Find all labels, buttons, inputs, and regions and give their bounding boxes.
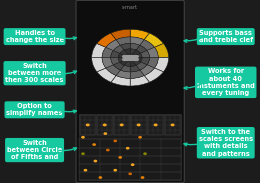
Wedge shape — [124, 61, 130, 66]
Wedge shape — [97, 33, 116, 47]
Wedge shape — [130, 29, 149, 40]
Wedge shape — [113, 62, 124, 70]
Circle shape — [138, 136, 142, 139]
FancyBboxPatch shape — [165, 115, 180, 135]
Wedge shape — [147, 47, 158, 58]
Wedge shape — [111, 76, 130, 86]
Wedge shape — [97, 68, 116, 82]
Text: s·mart: s·mart — [122, 5, 138, 10]
Circle shape — [171, 124, 174, 126]
Wedge shape — [135, 58, 142, 62]
Circle shape — [125, 53, 136, 62]
Wedge shape — [130, 76, 149, 86]
Wedge shape — [111, 51, 120, 58]
Circle shape — [118, 156, 122, 159]
Wedge shape — [130, 43, 140, 50]
Wedge shape — [140, 40, 154, 51]
Wedge shape — [130, 37, 144, 45]
Wedge shape — [135, 53, 142, 58]
Wedge shape — [144, 68, 164, 82]
Wedge shape — [120, 60, 127, 65]
Wedge shape — [106, 40, 120, 51]
Circle shape — [103, 132, 107, 135]
Wedge shape — [113, 45, 124, 53]
Wedge shape — [147, 58, 158, 68]
FancyBboxPatch shape — [148, 115, 164, 135]
FancyBboxPatch shape — [79, 114, 181, 180]
Text: Handles to
change the size: Handles to change the size — [5, 30, 64, 43]
Circle shape — [128, 172, 132, 175]
Wedge shape — [116, 37, 130, 45]
Circle shape — [86, 124, 90, 126]
Wedge shape — [154, 43, 169, 58]
FancyBboxPatch shape — [114, 115, 130, 135]
Wedge shape — [130, 49, 136, 54]
Wedge shape — [130, 65, 140, 72]
FancyBboxPatch shape — [76, 0, 184, 183]
Circle shape — [131, 163, 134, 166]
Wedge shape — [120, 65, 130, 72]
Circle shape — [81, 136, 85, 139]
Wedge shape — [144, 33, 164, 47]
Wedge shape — [111, 29, 130, 40]
Circle shape — [84, 169, 87, 172]
Circle shape — [126, 147, 129, 150]
Text: Supports bass
and treble clef: Supports bass and treble clef — [199, 30, 253, 43]
Wedge shape — [140, 65, 154, 76]
Circle shape — [154, 124, 158, 126]
Circle shape — [81, 152, 85, 155]
Wedge shape — [102, 58, 113, 68]
Circle shape — [103, 124, 107, 126]
Circle shape — [92, 143, 96, 146]
Wedge shape — [124, 49, 130, 54]
Circle shape — [113, 139, 117, 142]
Wedge shape — [133, 50, 140, 56]
Wedge shape — [130, 61, 136, 66]
Wedge shape — [92, 43, 106, 58]
Text: Works for
about 40
instuments and
every tuning: Works for about 40 instuments and every … — [197, 68, 255, 96]
Text: Option to
simplify names: Option to simplify names — [6, 103, 63, 116]
Wedge shape — [140, 51, 150, 58]
Text: Switch to the
scales screens
with details
and patterns: Switch to the scales screens with detail… — [199, 129, 253, 157]
Wedge shape — [133, 60, 140, 65]
Wedge shape — [154, 58, 169, 72]
Wedge shape — [118, 58, 125, 62]
Wedge shape — [136, 45, 147, 53]
FancyBboxPatch shape — [97, 115, 113, 135]
Wedge shape — [136, 62, 147, 70]
Circle shape — [94, 160, 97, 163]
Wedge shape — [120, 43, 130, 50]
Wedge shape — [140, 58, 150, 65]
FancyBboxPatch shape — [131, 115, 147, 135]
Circle shape — [113, 169, 117, 172]
Circle shape — [143, 152, 147, 155]
Text: Switch
between Circle
of Fifths and: Switch between Circle of Fifths and — [7, 140, 62, 160]
Circle shape — [106, 149, 110, 152]
FancyBboxPatch shape — [80, 115, 96, 135]
Wedge shape — [111, 58, 120, 65]
Wedge shape — [102, 47, 113, 58]
Circle shape — [137, 124, 141, 126]
Circle shape — [120, 124, 124, 126]
Wedge shape — [118, 53, 125, 58]
Text: Switch
between more
then 300 scales: Switch between more then 300 scales — [5, 63, 64, 83]
Circle shape — [141, 176, 145, 179]
Wedge shape — [92, 58, 106, 72]
Wedge shape — [120, 50, 127, 56]
Circle shape — [99, 176, 102, 179]
Wedge shape — [130, 70, 144, 78]
Wedge shape — [116, 70, 130, 78]
Wedge shape — [106, 65, 120, 76]
